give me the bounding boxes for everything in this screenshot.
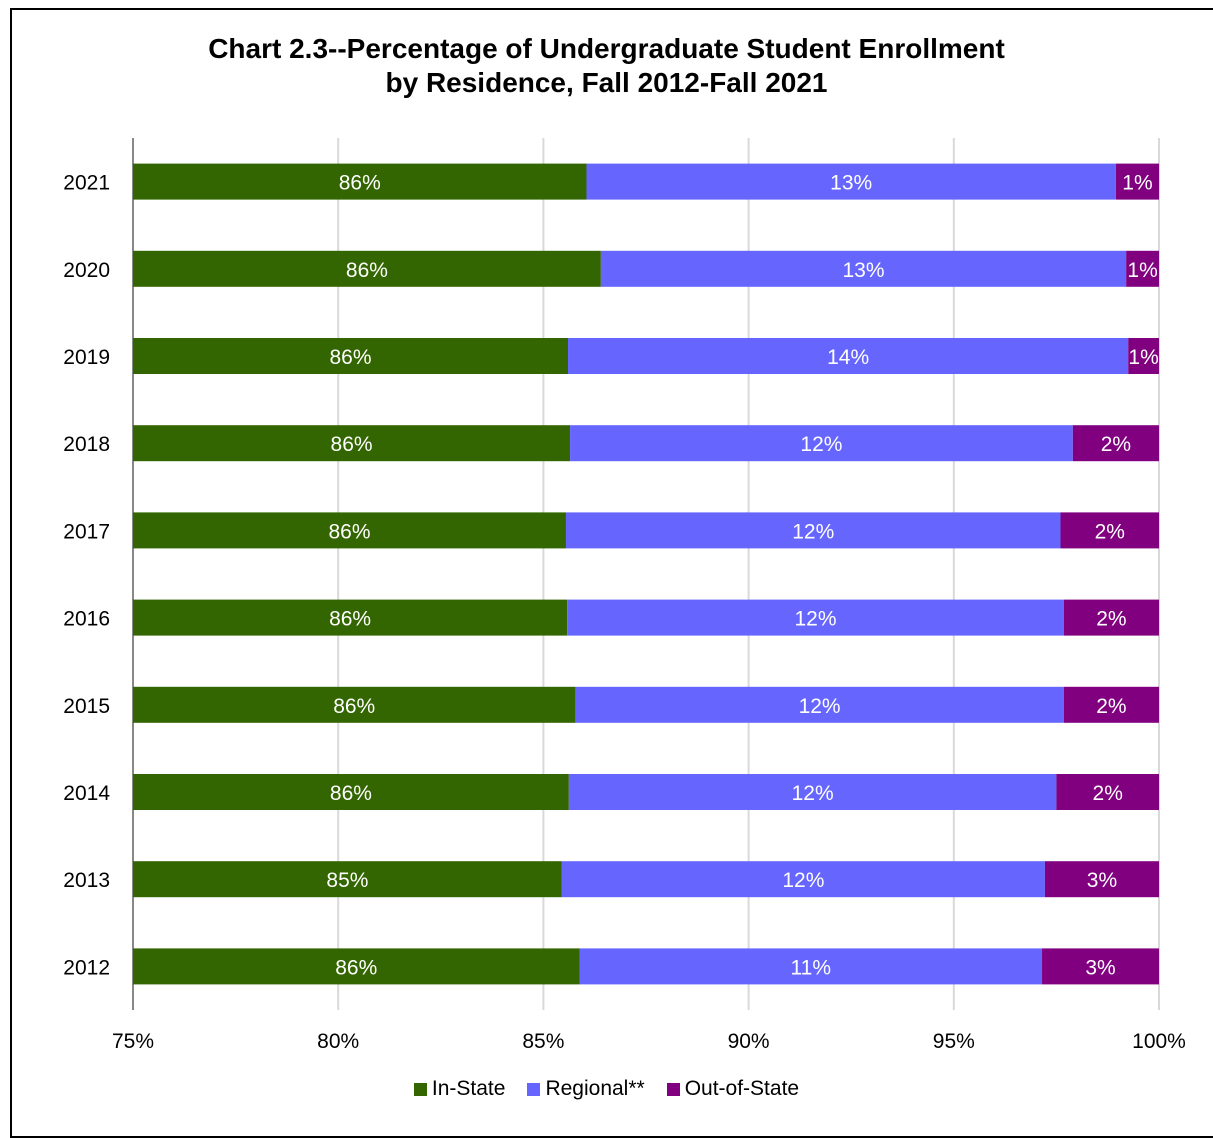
data-label: 1% xyxy=(1127,259,1157,282)
y-category-label: 2018 xyxy=(63,433,110,456)
data-label: 2% xyxy=(1095,520,1125,543)
legend-item-regional: Regional** xyxy=(527,1077,645,1101)
data-label: 86% xyxy=(335,956,377,979)
chart-legend: In-State Regional** Out-of-State xyxy=(0,1077,1213,1101)
chart-title-line-1: Chart 2.3--Percentage of Undergraduate S… xyxy=(208,33,1005,64)
data-label: 1% xyxy=(1128,346,1158,369)
bar-regional xyxy=(561,861,1045,898)
data-label: 12% xyxy=(794,608,836,631)
data-label: 2% xyxy=(1101,433,1131,456)
bar-in-state xyxy=(133,338,569,374)
bar-in-state xyxy=(133,250,601,287)
data-label: 2% xyxy=(1096,695,1126,718)
bar-regional xyxy=(568,774,1057,810)
x-tick-label: 85% xyxy=(522,1030,564,1053)
data-label: 12% xyxy=(792,782,834,805)
bar-in-state xyxy=(133,861,562,898)
bar-out-of-state xyxy=(1072,425,1159,462)
legend-label-regional: Regional** xyxy=(545,1077,645,1100)
y-category-label: 2013 xyxy=(63,869,110,892)
data-label: 1% xyxy=(1122,172,1152,195)
legend-label-in-state: In-State xyxy=(431,1077,506,1100)
bar-out-of-state xyxy=(1042,948,1159,985)
y-category-label: 2017 xyxy=(63,520,110,543)
y-category-label: 2021 xyxy=(63,172,110,195)
bar-out-of-state xyxy=(1126,250,1159,287)
bar-out-of-state xyxy=(1063,599,1159,636)
data-label: 2% xyxy=(1093,782,1123,805)
bar-out-of-state xyxy=(1056,774,1159,810)
bar-out-of-state xyxy=(1044,861,1159,898)
data-label: 86% xyxy=(330,782,372,805)
bar-regional xyxy=(600,250,1127,287)
data-label: 86% xyxy=(339,172,381,195)
data-label: 14% xyxy=(827,346,869,369)
data-label: 12% xyxy=(800,433,842,456)
legend-swatch-out-of-state xyxy=(666,1082,680,1096)
bar-regional xyxy=(565,512,1061,549)
bar-out-of-state xyxy=(1060,512,1159,549)
data-label: 3% xyxy=(1085,956,1115,979)
legend-swatch-in-state xyxy=(413,1082,427,1096)
bar-in-state xyxy=(133,512,566,549)
bar-out-of-state xyxy=(1128,338,1159,374)
data-label: 12% xyxy=(782,869,824,892)
bar-regional xyxy=(570,425,1073,462)
chart-title-line-2: by Residence, Fall 2012-Fall 2021 xyxy=(385,67,828,98)
data-label: 85% xyxy=(326,869,368,892)
bar-regional xyxy=(568,338,1129,374)
y-category-label: 2019 xyxy=(63,346,110,369)
bar-regional xyxy=(586,163,1116,200)
data-label: 12% xyxy=(792,520,834,543)
bar-in-state xyxy=(133,163,587,200)
y-category-label: 2015 xyxy=(63,695,110,718)
data-label: 12% xyxy=(799,695,841,718)
bar-regional xyxy=(575,686,1064,723)
bar-in-state xyxy=(133,686,576,723)
x-tick-label: 75% xyxy=(112,1030,154,1053)
bar-in-state xyxy=(133,599,568,636)
data-label: 2% xyxy=(1096,608,1126,631)
legend-label-out-of-state: Out-of-State xyxy=(684,1077,800,1100)
data-label: 86% xyxy=(333,695,375,718)
x-tick-label: 80% xyxy=(317,1030,359,1053)
data-label: 11% xyxy=(791,956,831,979)
legend-swatch-regional xyxy=(527,1082,541,1096)
x-tick-label: 90% xyxy=(728,1030,770,1053)
bar-regional xyxy=(579,948,1043,985)
data-label: 86% xyxy=(346,259,388,282)
chart-title: Chart 2.3--Percentage of Undergraduate S… xyxy=(0,32,1213,100)
data-label: 86% xyxy=(331,433,373,456)
bar-in-state xyxy=(133,948,580,985)
y-category-label: 2020 xyxy=(63,259,110,282)
data-label: 86% xyxy=(328,520,370,543)
x-tick-label: 100% xyxy=(1132,1030,1186,1053)
legend-item-in-state: In-State xyxy=(413,1077,506,1101)
bar-in-state xyxy=(133,774,569,810)
legend-item-out-of-state: Out-of-State xyxy=(666,1077,800,1101)
bar-in-state xyxy=(133,425,571,462)
y-category-label: 2016 xyxy=(63,608,110,631)
data-label: 3% xyxy=(1087,869,1117,892)
y-category-label: 2014 xyxy=(63,782,110,805)
bar-regional xyxy=(567,599,1064,636)
data-label: 86% xyxy=(329,608,371,631)
bar-out-of-state xyxy=(1115,163,1159,200)
x-tick-label: 95% xyxy=(933,1030,975,1053)
bar-out-of-state xyxy=(1063,686,1159,723)
data-label: 86% xyxy=(329,346,371,369)
data-label: 13% xyxy=(830,172,872,195)
y-category-label: 2012 xyxy=(63,956,110,979)
data-label: 13% xyxy=(842,259,884,282)
